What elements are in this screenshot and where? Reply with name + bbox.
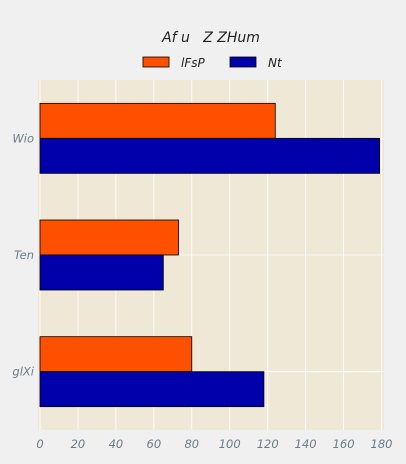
x-tick-label-8: 160 — [333, 437, 355, 451]
chart-title: Af u Z ZHum — [161, 30, 260, 46]
y-tick-label-2: glXi — [12, 365, 34, 379]
legend-swatch-series-2 — [229, 56, 257, 68]
x-tick-label-1: 20 — [71, 437, 86, 451]
y-tick-label-0: Wio — [12, 131, 34, 145]
x-tick-label-7: 140 — [295, 437, 317, 451]
legend-label-series-1: lFsP — [181, 56, 205, 70]
y-tick-label-1: Ten — [14, 248, 34, 262]
legend: lFsP Nt — [142, 56, 283, 70]
x-tick-labels: 0 20 40 60 80 100 120 140 160 180 — [36, 437, 392, 451]
bar-1-2 — [39, 336, 193, 373]
bar-2-1 — [39, 254, 164, 291]
bar-2-0 — [39, 137, 381, 174]
x-tick-label-5: 100 — [219, 437, 241, 451]
bar-1-0 — [39, 102, 276, 139]
bar-1-1 — [39, 219, 179, 256]
y-tick-labels: Wio Ten glXi — [12, 131, 34, 378]
legend-label-series-2: Nt — [268, 56, 283, 70]
bars — [39, 102, 381, 408]
legend-swatch-series-1 — [142, 56, 170, 68]
x-tick-label-6: 120 — [257, 437, 279, 451]
x-tick-label-4: 80 — [184, 437, 199, 451]
x-tick-label-2: 40 — [109, 437, 124, 451]
bar-2-2 — [39, 371, 265, 408]
x-tick-label-9: 180 — [371, 437, 393, 451]
x-tick-label-3: 60 — [147, 437, 162, 451]
x-tick-label-0: 0 — [36, 437, 43, 451]
